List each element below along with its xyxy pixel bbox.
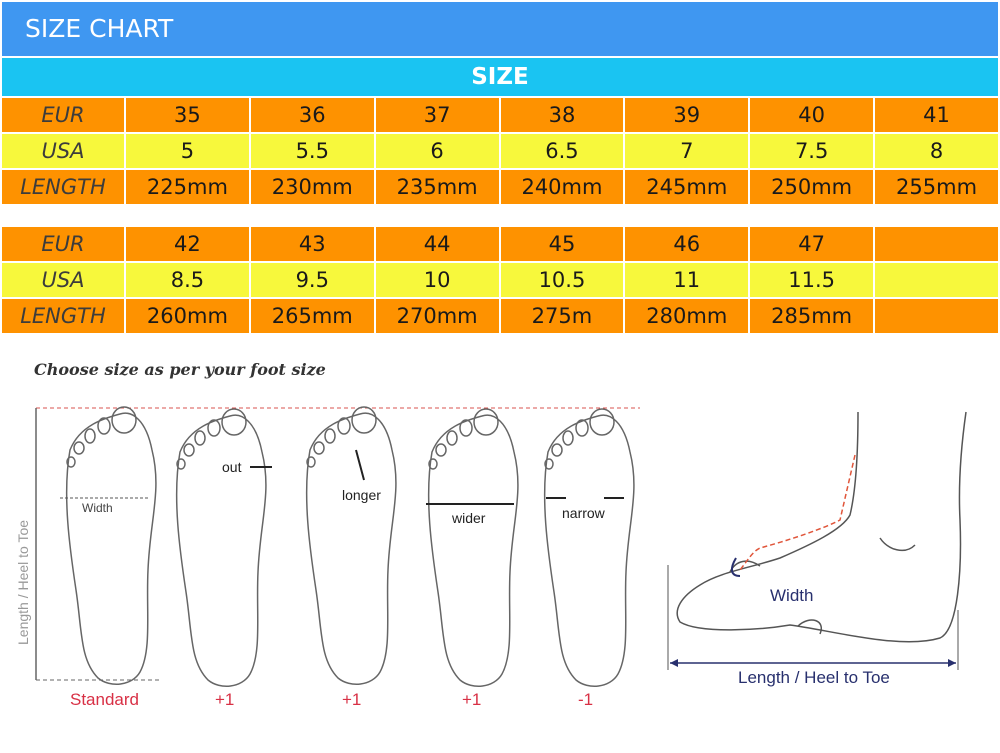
table-cell: 44 xyxy=(375,227,499,261)
table-cell: 36 xyxy=(250,98,374,132)
row-label: USA xyxy=(2,134,124,168)
table-cell: 255mm xyxy=(875,170,998,204)
foot-annotation: Width xyxy=(82,501,113,515)
table-row-eur: EUR 42 43 44 45 46 47 xyxy=(2,227,998,261)
table-cell: 245mm xyxy=(625,170,749,204)
foot-annotation: out xyxy=(222,459,242,475)
table-cell: 40 xyxy=(750,98,874,132)
table-row-usa: USA 8.5 9.5 10 10.5 11 11.5 xyxy=(2,263,998,297)
size-adjust-label: +1 xyxy=(342,690,361,709)
foot-wider-icon xyxy=(427,408,519,687)
table-cell: 8.5 xyxy=(126,263,249,297)
table-cell: 225mm xyxy=(126,170,249,204)
table-cell: 10.5 xyxy=(500,263,624,297)
table-cell: 5 xyxy=(126,134,249,168)
guide-heading: Choose size as per your foot size xyxy=(34,360,326,379)
table-cell: 235mm xyxy=(375,170,499,204)
table-cell: 7 xyxy=(625,134,749,168)
table-cell: 37 xyxy=(375,98,499,132)
table-cell: 43 xyxy=(250,227,374,261)
row-label: EUR xyxy=(2,227,124,261)
table-row-eur: EUR 35 36 37 38 39 40 41 xyxy=(2,98,998,132)
table-cell: 11.5 xyxy=(750,263,874,297)
arrow-right-icon xyxy=(948,659,956,667)
width-marker xyxy=(730,557,741,577)
size-table-1: EUR 35 36 37 38 39 40 41 USA 5 5.5 6 6.5… xyxy=(0,96,1000,206)
length-axis-label: Length / Heel to Toe xyxy=(15,520,31,645)
foot-annotation: longer xyxy=(342,487,381,503)
table-cell: 41 xyxy=(875,98,998,132)
table-cell: 230mm xyxy=(250,170,374,204)
table-cell: 11 xyxy=(625,263,749,297)
table-cell: 10 xyxy=(375,263,499,297)
table-cell: 6.5 xyxy=(500,134,624,168)
table-cell: 265mm xyxy=(250,299,374,333)
size-adjust-label: Standard xyxy=(70,690,139,709)
table-cell: 270mm xyxy=(375,299,499,333)
width-measure-line xyxy=(739,454,856,571)
table-cell: 250mm xyxy=(750,170,874,204)
size-section-title: SIZE xyxy=(2,58,998,96)
row-label: LENGTH xyxy=(2,170,124,204)
table-cell: 42 xyxy=(126,227,249,261)
side-foot-icon xyxy=(676,411,967,643)
size-adjust-label: +1 xyxy=(462,690,481,709)
foot-narrow-icon xyxy=(543,408,635,687)
arrow-left-icon xyxy=(670,659,678,667)
side-length-label: Length / Heel to Toe xyxy=(738,668,890,687)
table-cell: 240mm xyxy=(500,170,624,204)
table-cell: 260mm xyxy=(126,299,249,333)
table-cell xyxy=(875,299,998,333)
table-cell: 7.5 xyxy=(750,134,874,168)
table-cell: 45 xyxy=(500,227,624,261)
table-cell: 38 xyxy=(500,98,624,132)
table-cell: 47 xyxy=(750,227,874,261)
foot-longer-icon xyxy=(305,406,397,685)
foot-annotation: wider xyxy=(451,510,486,526)
side-width-label: Width xyxy=(770,586,813,605)
table-cell: 8 xyxy=(875,134,998,168)
table-cell: 285mm xyxy=(750,299,874,333)
arrow-icon xyxy=(355,449,365,481)
table-cell: 9.5 xyxy=(250,263,374,297)
foot-measurement-diagram: Length / Heel to Toe Width Standard out … xyxy=(15,406,967,709)
table-cell: 5.5 xyxy=(250,134,374,168)
row-label: EUR xyxy=(2,98,124,132)
table-cell xyxy=(875,263,998,297)
row-label: USA xyxy=(2,263,124,297)
table-row-length: LENGTH 260mm 265mm 270mm 275m 280mm 285m… xyxy=(2,299,998,333)
table-cell xyxy=(875,227,998,261)
foot-out-icon xyxy=(175,408,267,687)
table-cell: 46 xyxy=(625,227,749,261)
size-table-2: EUR 42 43 44 45 46 47 USA 8.5 9.5 10 10.… xyxy=(0,225,1000,335)
table-cell: 39 xyxy=(625,98,749,132)
table-row-length: LENGTH 225mm 230mm 235mm 240mm 245mm 250… xyxy=(2,170,998,204)
size-chart-title: SIZE CHART xyxy=(2,2,998,56)
foot-standard-icon xyxy=(65,406,157,685)
size-adjust-label: -1 xyxy=(578,690,593,709)
table-cell: 6 xyxy=(375,134,499,168)
table-row-usa: USA 5 5.5 6 6.5 7 7.5 8 xyxy=(2,134,998,168)
table-cell: 35 xyxy=(126,98,249,132)
table-cell: 275m xyxy=(500,299,624,333)
size-adjust-label: +1 xyxy=(215,690,234,709)
table-cell: 280mm xyxy=(625,299,749,333)
foot-annotation: narrow xyxy=(562,505,606,521)
row-label: LENGTH xyxy=(2,299,124,333)
